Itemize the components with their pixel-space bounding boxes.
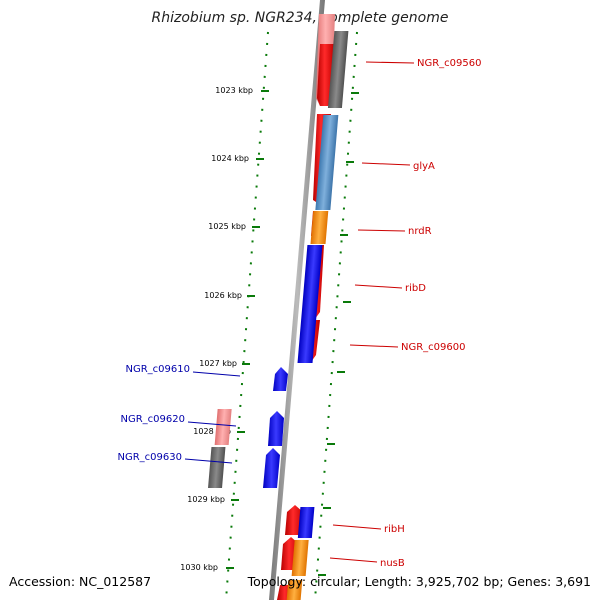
kbp-label-1024: 1024 kbp bbox=[211, 154, 249, 163]
gene-label-ngr-c09620[interactable]: NGR_c09620 bbox=[121, 414, 186, 425]
right-ticks bbox=[318, 92, 359, 576]
gene-label-ngr-c09630[interactable]: NGR_c09630 bbox=[118, 452, 183, 463]
kbp-label-1025: 1025 kbp bbox=[208, 222, 246, 231]
gene-label-ngr-c09600[interactable]: NGR_c09600 bbox=[401, 342, 466, 353]
gene-block-glya[interactable] bbox=[315, 115, 339, 210]
gene-label-glya[interactable]: glyA bbox=[413, 161, 435, 172]
gene-label-ngr-c09560[interactable]: NGR_c09560 bbox=[417, 58, 482, 69]
kbp-label-1028: 1028 kbp bbox=[193, 427, 231, 436]
kbp-labels: 1023 kbp 1024 kbp 1025 kbp 1026 kbp 1027… bbox=[180, 86, 253, 572]
gene-block-nusb[interactable] bbox=[291, 540, 309, 576]
kbp-label-1027: 1027 kbp bbox=[199, 359, 237, 368]
kbp-label-1023: 1023 kbp bbox=[215, 86, 253, 95]
gene-arrow-ngr-c09610[interactable] bbox=[273, 367, 288, 391]
gene-block-bottom[interactable] bbox=[286, 580, 303, 600]
topology-summary: Topology: circular; Length: 3,925,702 bp… bbox=[247, 574, 591, 589]
genome-title: Rhizobium sp. NGR234, complete genome bbox=[151, 10, 449, 26]
gene-arrow-ribh[interactable] bbox=[285, 505, 303, 535]
gene-label-ngr-c09610[interactable]: NGR_c09610 bbox=[126, 364, 191, 375]
gene-block-ngr-c09630-gray[interactable] bbox=[208, 447, 226, 488]
gene-block-ribd-ngr-c09600[interactable] bbox=[297, 245, 323, 363]
genome-strand bbox=[269, 0, 325, 600]
gene-label-nrdr[interactable]: nrdR bbox=[408, 226, 432, 237]
left-gene-labels[interactable]: NGR_c09610 NGR_c09620 NGR_c09630 bbox=[118, 364, 191, 463]
left-leader-lines bbox=[184, 371, 241, 464]
right-ruler-line bbox=[314, 31, 358, 600]
gene-block-ngr-c09620-pink[interactable] bbox=[214, 409, 232, 445]
reverse-genes[interactable] bbox=[208, 367, 288, 488]
gene-label-ribh[interactable]: ribH bbox=[384, 524, 405, 535]
gene-block-ribh[interactable] bbox=[297, 507, 315, 538]
forward-genes[interactable] bbox=[297, 14, 349, 363]
left-ticks bbox=[226, 90, 269, 569]
kbp-label-1030: 1030 kbp bbox=[180, 563, 218, 572]
kbp-label-1029: 1029 kbp bbox=[187, 495, 225, 504]
gene-arrow-ngr-c09620[interactable] bbox=[268, 411, 284, 446]
gene-label-nusb[interactable]: nusB bbox=[380, 558, 405, 569]
gene-arrow-ngr-c09630[interactable] bbox=[263, 448, 280, 488]
left-ruler-line bbox=[225, 31, 269, 600]
accession-text: Accession: NC_012587 bbox=[9, 574, 152, 589]
right-gene-labels[interactable]: NGR_c09560 glyA nrdR ribD NGR_c09600 rib… bbox=[380, 58, 482, 569]
kbp-label-1026: 1026 kbp bbox=[204, 291, 242, 300]
gene-label-ribd[interactable]: ribD bbox=[405, 283, 426, 294]
lower-genes[interactable] bbox=[277, 505, 315, 600]
right-leader-lines bbox=[329, 61, 415, 563]
gene-block-nrdr[interactable] bbox=[310, 211, 329, 244]
gene-block-ngr-c09560[interactable] bbox=[327, 31, 349, 108]
